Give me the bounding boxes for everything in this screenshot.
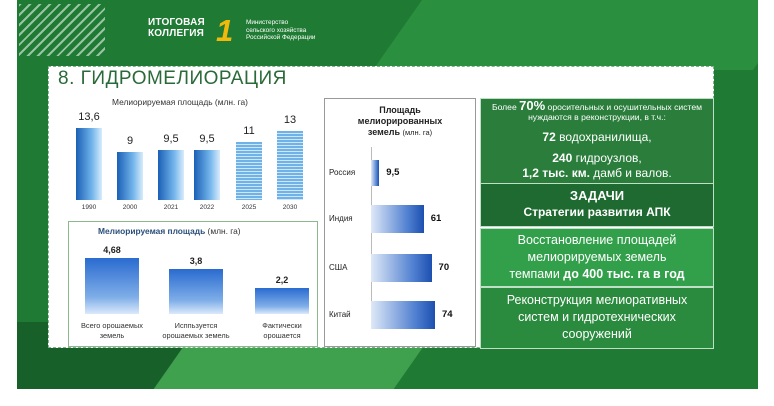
task-reconstruction: Реконструкция мелиоративных систем и гид… bbox=[480, 287, 714, 349]
data-label: 61 bbox=[430, 213, 442, 224]
task-line: сооружений bbox=[562, 327, 632, 341]
x-tick-label: 1990 bbox=[81, 204, 97, 211]
task-line: мелиорируемых земель bbox=[527, 250, 667, 264]
task-highlight: до 400 тыс. га в год bbox=[563, 267, 685, 281]
decor-hatch bbox=[19, 4, 105, 56]
logo-line: ИТОГОВАЯ bbox=[148, 17, 205, 28]
info-number: 72 bbox=[542, 130, 556, 144]
info-line: 72 водохранилища, bbox=[485, 130, 709, 144]
data-label: 70 bbox=[438, 262, 450, 273]
info-text: водохранилища, bbox=[555, 130, 652, 144]
category-label: США bbox=[329, 263, 348, 272]
chart-title: Мелиорируемая площадь (млн. га) bbox=[112, 97, 248, 107]
info-percent: 70% bbox=[519, 98, 546, 113]
x-tick-label: Исппьзуется орошаемых земель bbox=[154, 321, 238, 341]
chart-title-text: Мелиорируемая площадь bbox=[98, 226, 206, 236]
tasks-subtitle: Стратегии развития АПК bbox=[523, 205, 671, 219]
bar bbox=[371, 160, 380, 186]
info-text: дамб и валов. bbox=[589, 166, 672, 180]
x-tick-label-line: орошается bbox=[263, 331, 301, 340]
info-text: оросительных и осушительных систем нужда… bbox=[528, 102, 703, 122]
task-line: систем и гидротехнических bbox=[518, 310, 676, 324]
ministry-name: Министерство сельского хозяйства Российс… bbox=[246, 19, 316, 42]
x-tick-label-line: Всего орошаемых bbox=[80, 321, 143, 330]
x-tick-label-line: Фактически bbox=[262, 321, 302, 330]
info-number: 1,2 тыс. км. bbox=[522, 166, 590, 180]
info-line: 240 гидроузлов, bbox=[485, 151, 709, 165]
data-label: 9,5 bbox=[163, 132, 179, 145]
x-tick-label: 2022 bbox=[199, 204, 215, 211]
tasks-header: ЗАДАЧИ Стратегии развития АПК bbox=[480, 183, 714, 227]
task-line: Реконструкция мелиоративных bbox=[506, 293, 688, 307]
x-tick-label: 2000 bbox=[122, 204, 138, 211]
reconstruction-info: Более 70% оросительных и осушительных си… bbox=[480, 98, 714, 184]
data-label: 4,68 bbox=[103, 245, 121, 255]
task-text: Реконструкция мелиоративных систем и гид… bbox=[485, 292, 709, 343]
logo-number: 1 bbox=[216, 13, 234, 48]
data-label: 11 bbox=[243, 124, 255, 137]
data-label: 13 bbox=[283, 114, 297, 127]
bar bbox=[158, 149, 184, 200]
bar bbox=[277, 131, 303, 200]
x-tick-label: 2021 bbox=[163, 204, 179, 211]
tasks-title: ЗАДАЧИ bbox=[569, 188, 625, 203]
x-tick-label: 2030 bbox=[282, 204, 298, 211]
page-title: 8. ГИДРОМЕЛИОРАЦИЯ bbox=[58, 68, 287, 89]
bar bbox=[169, 268, 223, 314]
info-line: 1,2 тыс. км. дамб и валов. bbox=[485, 166, 709, 180]
ministry-line: Министерство bbox=[246, 19, 289, 26]
ministry-line: сельского хозяйства bbox=[246, 26, 307, 34]
category-label: Китай bbox=[329, 310, 351, 319]
x-tick-label: Всего орошаемых земель bbox=[70, 321, 154, 341]
info-text: гидроузлов, bbox=[572, 151, 642, 165]
chart-title-line: Площадь bbox=[379, 105, 421, 115]
logo-line: КОЛЛЕГИЯ bbox=[148, 28, 204, 39]
country-chart: Площадь мелиорированных земель (млн. га)… bbox=[324, 98, 476, 347]
chart-title-unit: (млн. га) bbox=[402, 128, 433, 137]
axis-line bbox=[371, 147, 372, 327]
ministry-line: Российской Федерации bbox=[246, 34, 316, 41]
bar bbox=[255, 287, 309, 314]
task-line: Восстановление площадей bbox=[517, 233, 677, 247]
data-label: 9,5 bbox=[199, 132, 215, 145]
x-tick-label: 2025 bbox=[241, 204, 257, 211]
chart-title-unit: (млн. га) bbox=[207, 226, 241, 236]
bar bbox=[371, 254, 432, 282]
area-breakdown-chart: Мелиорируемая площадь (млн. га) 4,68 Всег… bbox=[68, 221, 318, 347]
decor-stripe bbox=[372, 0, 758, 70]
chart-title-line: мелиорированных bbox=[357, 116, 443, 126]
data-label: 13,6 bbox=[78, 111, 100, 123]
bar bbox=[85, 258, 139, 314]
data-label: 9 bbox=[126, 135, 134, 148]
chart-title: Мелиорируемая площадь (млн. га) bbox=[98, 226, 241, 236]
logo-title: ИТОГОВАЯ КОЛЛЕГИЯ bbox=[148, 17, 205, 39]
bar bbox=[371, 205, 424, 233]
x-tick-label: Фактически орошается bbox=[240, 321, 324, 341]
task-line: темпами bbox=[509, 267, 564, 281]
info-number: 240 bbox=[552, 151, 573, 165]
data-label: 9,5 bbox=[386, 167, 400, 178]
category-label: Индия bbox=[329, 214, 353, 223]
task-restoration: Восстановление площадей мелиорируемых зе… bbox=[480, 228, 714, 287]
bar bbox=[76, 128, 102, 200]
task-text: Восстановление площадей мелиорируемых зе… bbox=[485, 232, 709, 283]
x-tick-label-line: земель bbox=[99, 331, 125, 340]
data-label: 74 bbox=[442, 309, 453, 320]
data-label: 2,2 bbox=[275, 274, 289, 285]
bar bbox=[117, 152, 143, 200]
data-label: 3,8 bbox=[189, 255, 203, 266]
info-text: Более bbox=[491, 102, 520, 112]
bar bbox=[371, 301, 435, 329]
chart-title: Площадь мелиорированных земель (млн. га) bbox=[325, 105, 475, 138]
category-label: Россия bbox=[329, 168, 356, 177]
info-intro: Более 70% оросительных и осушительных си… bbox=[485, 98, 709, 122]
bar bbox=[194, 149, 220, 200]
x-tick-label-line: орошаемых земель bbox=[162, 331, 230, 340]
chart-title-line: земель bbox=[367, 127, 401, 137]
bar bbox=[236, 141, 262, 200]
logo: ИТОГОВАЯ КОЛЛЕГИЯ 1 Министерство сельско… bbox=[148, 14, 348, 48]
x-tick-label-line: Исппьзуется bbox=[174, 321, 218, 330]
